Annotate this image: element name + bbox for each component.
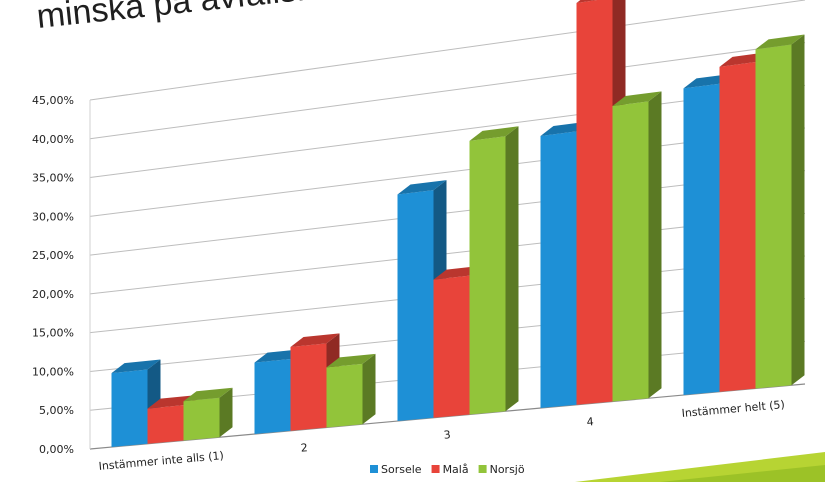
bar-top <box>755 34 805 50</box>
decorative-swoosh <box>575 452 825 482</box>
bar-front <box>183 397 220 441</box>
y-tick-label: 20,00% <box>32 288 74 301</box>
x-tick-label: 3 <box>443 428 451 442</box>
bar-top <box>147 395 197 409</box>
chart-title: minska på avfallsmängden? <box>35 0 458 36</box>
bar-front <box>111 369 148 448</box>
legend: Sorsele Malå Norsjö <box>370 463 525 476</box>
bar-top <box>469 126 519 141</box>
bar-front <box>326 363 363 428</box>
bar-front <box>540 131 577 409</box>
bar-norsjö-5 <box>755 34 805 389</box>
x-tick-label: Instämmer inte alls (1) <box>98 449 224 473</box>
bar-top <box>111 359 161 374</box>
bar-norsjö-1 <box>183 387 233 441</box>
bar-front <box>719 62 756 392</box>
bar-top <box>612 91 662 107</box>
bar-top <box>183 387 233 402</box>
bar-norsjö-3 <box>469 126 519 415</box>
legend-swatch <box>478 465 487 473</box>
bar-front <box>576 0 613 405</box>
bar-front <box>433 275 470 418</box>
bar-front <box>397 190 434 422</box>
bar-norsjö-4 <box>612 91 662 402</box>
y-tick-label: 5,00% <box>39 404 74 417</box>
bar-top <box>326 353 376 368</box>
bar-front <box>147 405 184 444</box>
y-tick-label: 10,00% <box>32 365 74 378</box>
y-axis-ticks: 0,00% 5,00% 10,00% 15,00% 20,00% 25,00% 30,00%… <box>32 94 74 456</box>
bar-side <box>791 34 805 386</box>
legend-item-norsjö: Norsjö <box>478 463 525 476</box>
legend-item-malå: Malå <box>431 463 469 476</box>
bar-front <box>683 83 720 396</box>
bar-side <box>219 387 233 438</box>
y-tick-label: 30,00% <box>32 210 74 223</box>
bar-top <box>397 180 447 195</box>
bar-front <box>612 101 649 402</box>
x-tick-label: 4 <box>586 415 594 429</box>
legend-label: Norsjö <box>490 463 525 476</box>
y-tick-label: 40,00% <box>32 133 74 146</box>
bars <box>111 0 805 448</box>
y-tick-label: 25,00% <box>32 249 74 262</box>
x-tick-label: 2 <box>300 441 308 455</box>
y-tick-label: 35,00% <box>32 172 74 185</box>
bar-side <box>505 126 519 412</box>
bar-top <box>290 333 340 348</box>
gridline <box>89 42 806 140</box>
green-swoosh-inner <box>660 465 825 482</box>
bar-front <box>254 359 291 435</box>
legend-label: Malå <box>443 463 469 476</box>
y-tick-label: 45,00% <box>32 94 74 107</box>
y-tick-label: 0,00% <box>39 443 74 456</box>
y-tick-label: 15,00% <box>32 327 74 340</box>
legend-swatch <box>370 465 378 473</box>
gridline <box>89 0 806 101</box>
chart-title-group: minska på avfallsmängden? <box>35 0 458 36</box>
bar-side <box>648 91 662 399</box>
bar-front <box>290 343 327 431</box>
bar-front <box>755 44 792 389</box>
bar-front <box>469 136 506 415</box>
bar-side <box>362 353 376 425</box>
x-tick-label: Instämmer helt (5) <box>681 398 785 420</box>
legend-label: Sorsele <box>381 463 422 476</box>
legend-swatch <box>431 465 440 473</box>
bar-top <box>576 0 598 3</box>
legend-item-sorsele: Sorsele <box>370 463 422 476</box>
bar-norsjö-2 <box>326 353 376 428</box>
